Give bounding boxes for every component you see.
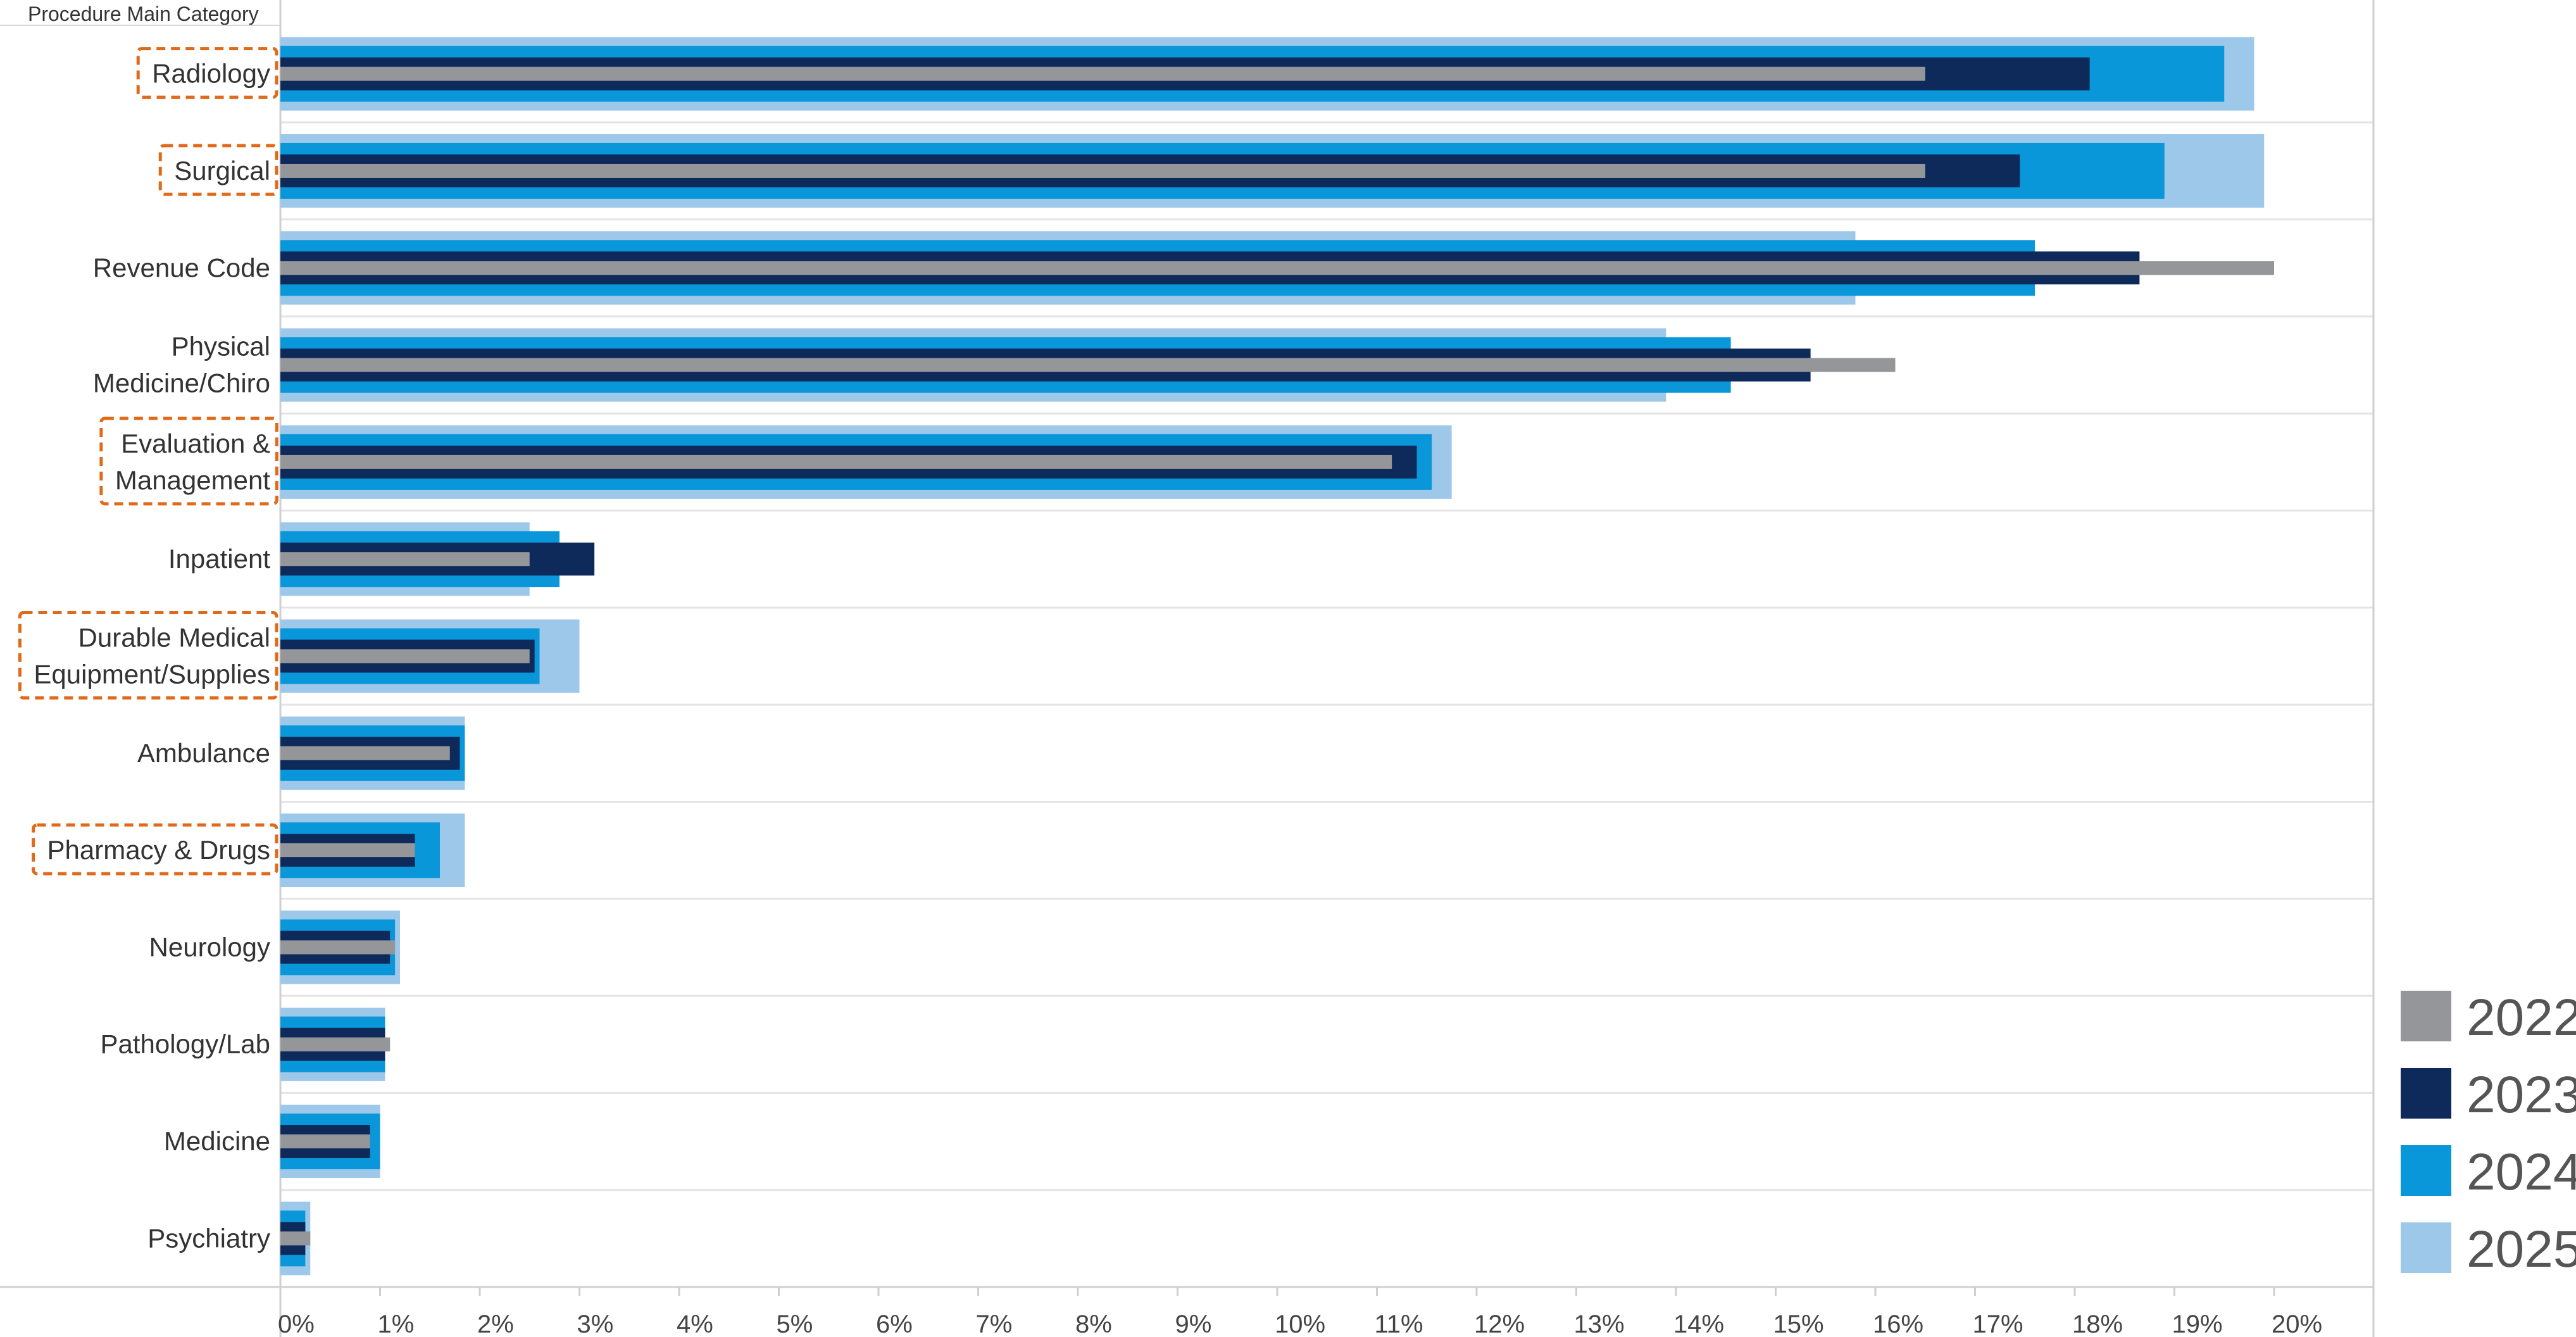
x-tick-label-1: 1% [378, 1310, 415, 1337]
highlight-box-surgical [158, 144, 278, 196]
bar-2022-physical-medicine-chiro [280, 358, 1896, 372]
bar-2022-neurology [280, 940, 396, 955]
x-tick-label-19: 19% [2172, 1310, 2223, 1337]
highlight-box-evaluation-and-management [99, 417, 278, 506]
bar-2022-psychiatry [280, 1231, 311, 1246]
legend: 2022 2023 2024 2025 [2401, 989, 2576, 1278]
legend-swatch-2025 [2401, 1222, 2451, 1273]
legend-label-2025: 2025 [2467, 1221, 2576, 1278]
category-header: Procedure Main Category [28, 3, 259, 25]
category-label-pharmacy-and-drugs: Pharmacy & Drugs [47, 835, 270, 865]
x-tick-label-2: 2% [477, 1310, 514, 1337]
category-label-revenue-code: Revenue Code [93, 253, 270, 282]
category-label-pathology-lab: Pathology/Lab [100, 1029, 270, 1059]
bar-2022-ambulance [280, 746, 450, 760]
x-tick-label-5: 5% [777, 1310, 813, 1337]
bar-2022-durable-medical-equipment-supplies [280, 649, 530, 663]
x-tick-label-11: 11% [1375, 1310, 1423, 1337]
bar-2022-revenue-code [280, 261, 2274, 275]
bar-2022-evaluation-and-management [280, 455, 1392, 469]
category-label-evaluation-and-management: Evaluation & Management [115, 429, 270, 495]
category-label-surgical: Surgical [174, 156, 270, 185]
legend-label-2022: 2022 [2467, 989, 2576, 1046]
x-tick-label-20: 20% [2272, 1310, 2322, 1337]
x-tick-label-17: 17% [1973, 1310, 2023, 1337]
x-tick-label-6: 6% [876, 1310, 913, 1337]
bar-2022-pharmacy-and-drugs [280, 843, 415, 858]
legend-swatch-2024 [2401, 1145, 2451, 1196]
x-tick-label-10: 10% [1275, 1310, 1325, 1337]
category-label-durable-medical-equipment-supplies: Durable Medical Equipment/Supplies [34, 623, 270, 689]
bar-2022-surgical [280, 163, 1925, 178]
x-tick-label-18: 18% [2072, 1310, 2123, 1337]
category-label-radiology: Radiology [152, 59, 270, 89]
x-tick-label-15: 15% [1773, 1310, 1824, 1337]
highlight-box-radiology [136, 47, 278, 99]
highlight-boxes [18, 47, 278, 876]
x-tick-label-13: 13% [1574, 1310, 1625, 1337]
legend-label-2024: 2024 [2467, 1143, 2576, 1201]
bars-layer [280, 37, 2274, 1276]
legend-label-2023: 2023 [2467, 1066, 2576, 1124]
x-tick-label-3: 3% [577, 1310, 614, 1337]
x-tick-label-12: 12% [1474, 1310, 1525, 1337]
x-tick-label-14: 14% [1673, 1310, 1724, 1337]
category-label-physical-medicine-chiro: Physical Medicine/Chiro [93, 332, 270, 398]
x-tick-label-0: 0% [278, 1310, 315, 1337]
category-label-inpatient: Inpatient [168, 544, 270, 574]
bar-2022-inpatient [280, 552, 530, 567]
x-tick-label-4: 4% [677, 1310, 713, 1337]
legend-swatch-2022 [2401, 991, 2451, 1041]
x-axis: 0% 1% 2% 3% 4% 5% 6% 7% 8% 9% 10% 11% 12% 13% 14% 15% 16… [278, 1287, 2322, 1337]
category-label-ambulance: Ambulance [137, 738, 270, 768]
category-label-psychiatry: Psychiatry [147, 1223, 270, 1253]
legend-swatch-2023 [2401, 1068, 2451, 1119]
highlight-box-durable-medical-equipment-supplies [18, 611, 278, 700]
category-label-medicine: Medicine [164, 1126, 270, 1156]
x-tick-label-9: 9% [1175, 1310, 1212, 1337]
bar-2022-medicine [280, 1134, 370, 1149]
bar-2022-pathology-lab [280, 1037, 391, 1051]
highlight-box-pharmacy-and-drugs [32, 823, 278, 876]
category-label-neurology: Neurology [149, 932, 270, 962]
x-tick-label-8: 8% [1075, 1310, 1112, 1337]
bar-2022-radiology [280, 66, 1925, 81]
category-labels: Radiology Surgical Revenue Code Physical Med… [34, 59, 270, 1253]
x-tick-label-16: 16% [1873, 1310, 1923, 1337]
x-tick-label-7: 7% [976, 1310, 1013, 1337]
